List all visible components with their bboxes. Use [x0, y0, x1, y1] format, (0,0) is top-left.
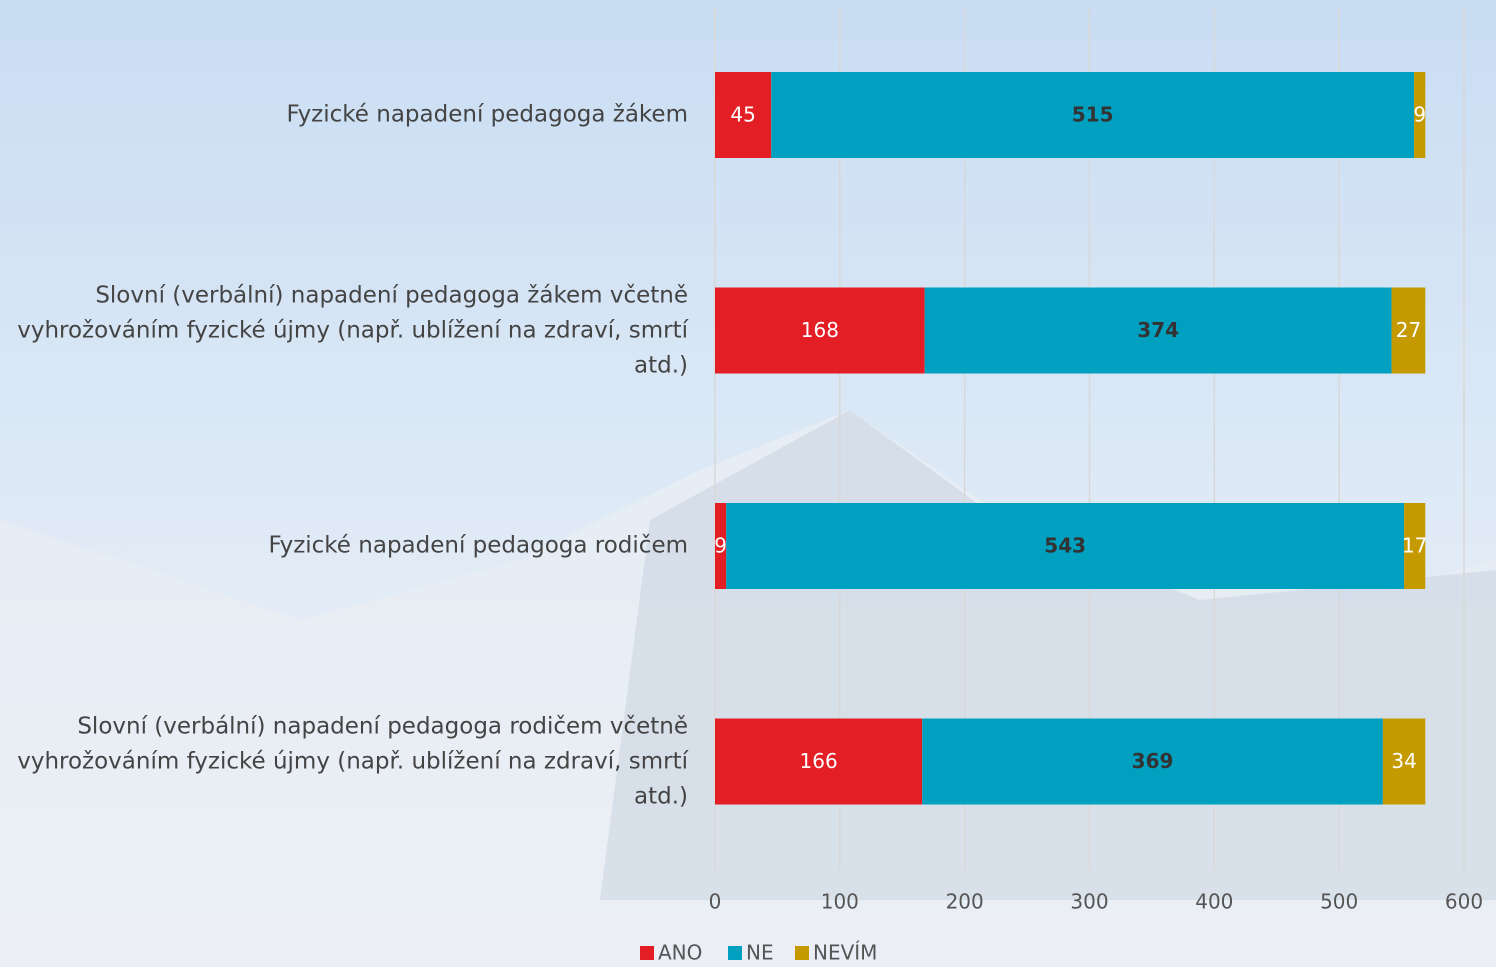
y-tick-label: Fyzické napadení pedagoga rodičem: [268, 532, 688, 559]
data-label: 17: [1402, 534, 1427, 558]
x-tick-label: 500: [1320, 890, 1358, 914]
bar-segment: [1391, 287, 1426, 374]
bar-segment: [715, 503, 727, 589]
x-tick-label: 400: [1195, 890, 1233, 914]
bar-segment: [922, 718, 1383, 805]
x-tick-label: 200: [946, 890, 984, 914]
legend-label: NE: [746, 941, 774, 965]
bar-segment: [771, 72, 1415, 158]
bar-segment: [715, 72, 772, 158]
bar-segment: [1382, 718, 1426, 805]
bar-segment: [924, 287, 1392, 374]
data-label: 166: [800, 749, 838, 773]
bar-segment: [1404, 503, 1426, 589]
data-label: 9: [714, 534, 727, 558]
x-tick-label: 600: [1445, 890, 1483, 914]
data-label: 9: [1413, 103, 1426, 127]
legend-swatch: [795, 946, 809, 960]
y-tick-label: Slovní (verbální) napadení pedagoga žáke…: [17, 282, 688, 378]
legend-label: NEVÍM: [813, 941, 877, 965]
x-tick-label: 300: [1070, 890, 1108, 914]
bar-segment: [715, 287, 925, 374]
mountain-decoration: [0, 410, 1496, 967]
data-label: 374: [1137, 318, 1179, 342]
bar-segment: [1414, 72, 1426, 158]
data-label: 45: [730, 103, 755, 127]
x-tick-label: 100: [821, 890, 859, 914]
legend-swatch: [728, 946, 742, 960]
bar-segment: [726, 503, 1405, 589]
y-tick-label: Slovní (verbální) napadení pedagoga rodi…: [17, 713, 688, 809]
legend-label: ANO: [658, 941, 702, 965]
data-label: 515: [1072, 103, 1114, 127]
data-label: 27: [1396, 318, 1421, 342]
bar-segment: [715, 718, 923, 805]
data-label: 543: [1044, 534, 1086, 558]
x-tick-label: 0: [709, 890, 722, 914]
data-label: 34: [1391, 749, 1416, 773]
data-label: 168: [801, 318, 839, 342]
y-tick-label: Fyzické napadení pedagoga žákem: [286, 101, 688, 128]
legend-swatch: [640, 946, 654, 960]
data-label: 369: [1132, 749, 1174, 773]
